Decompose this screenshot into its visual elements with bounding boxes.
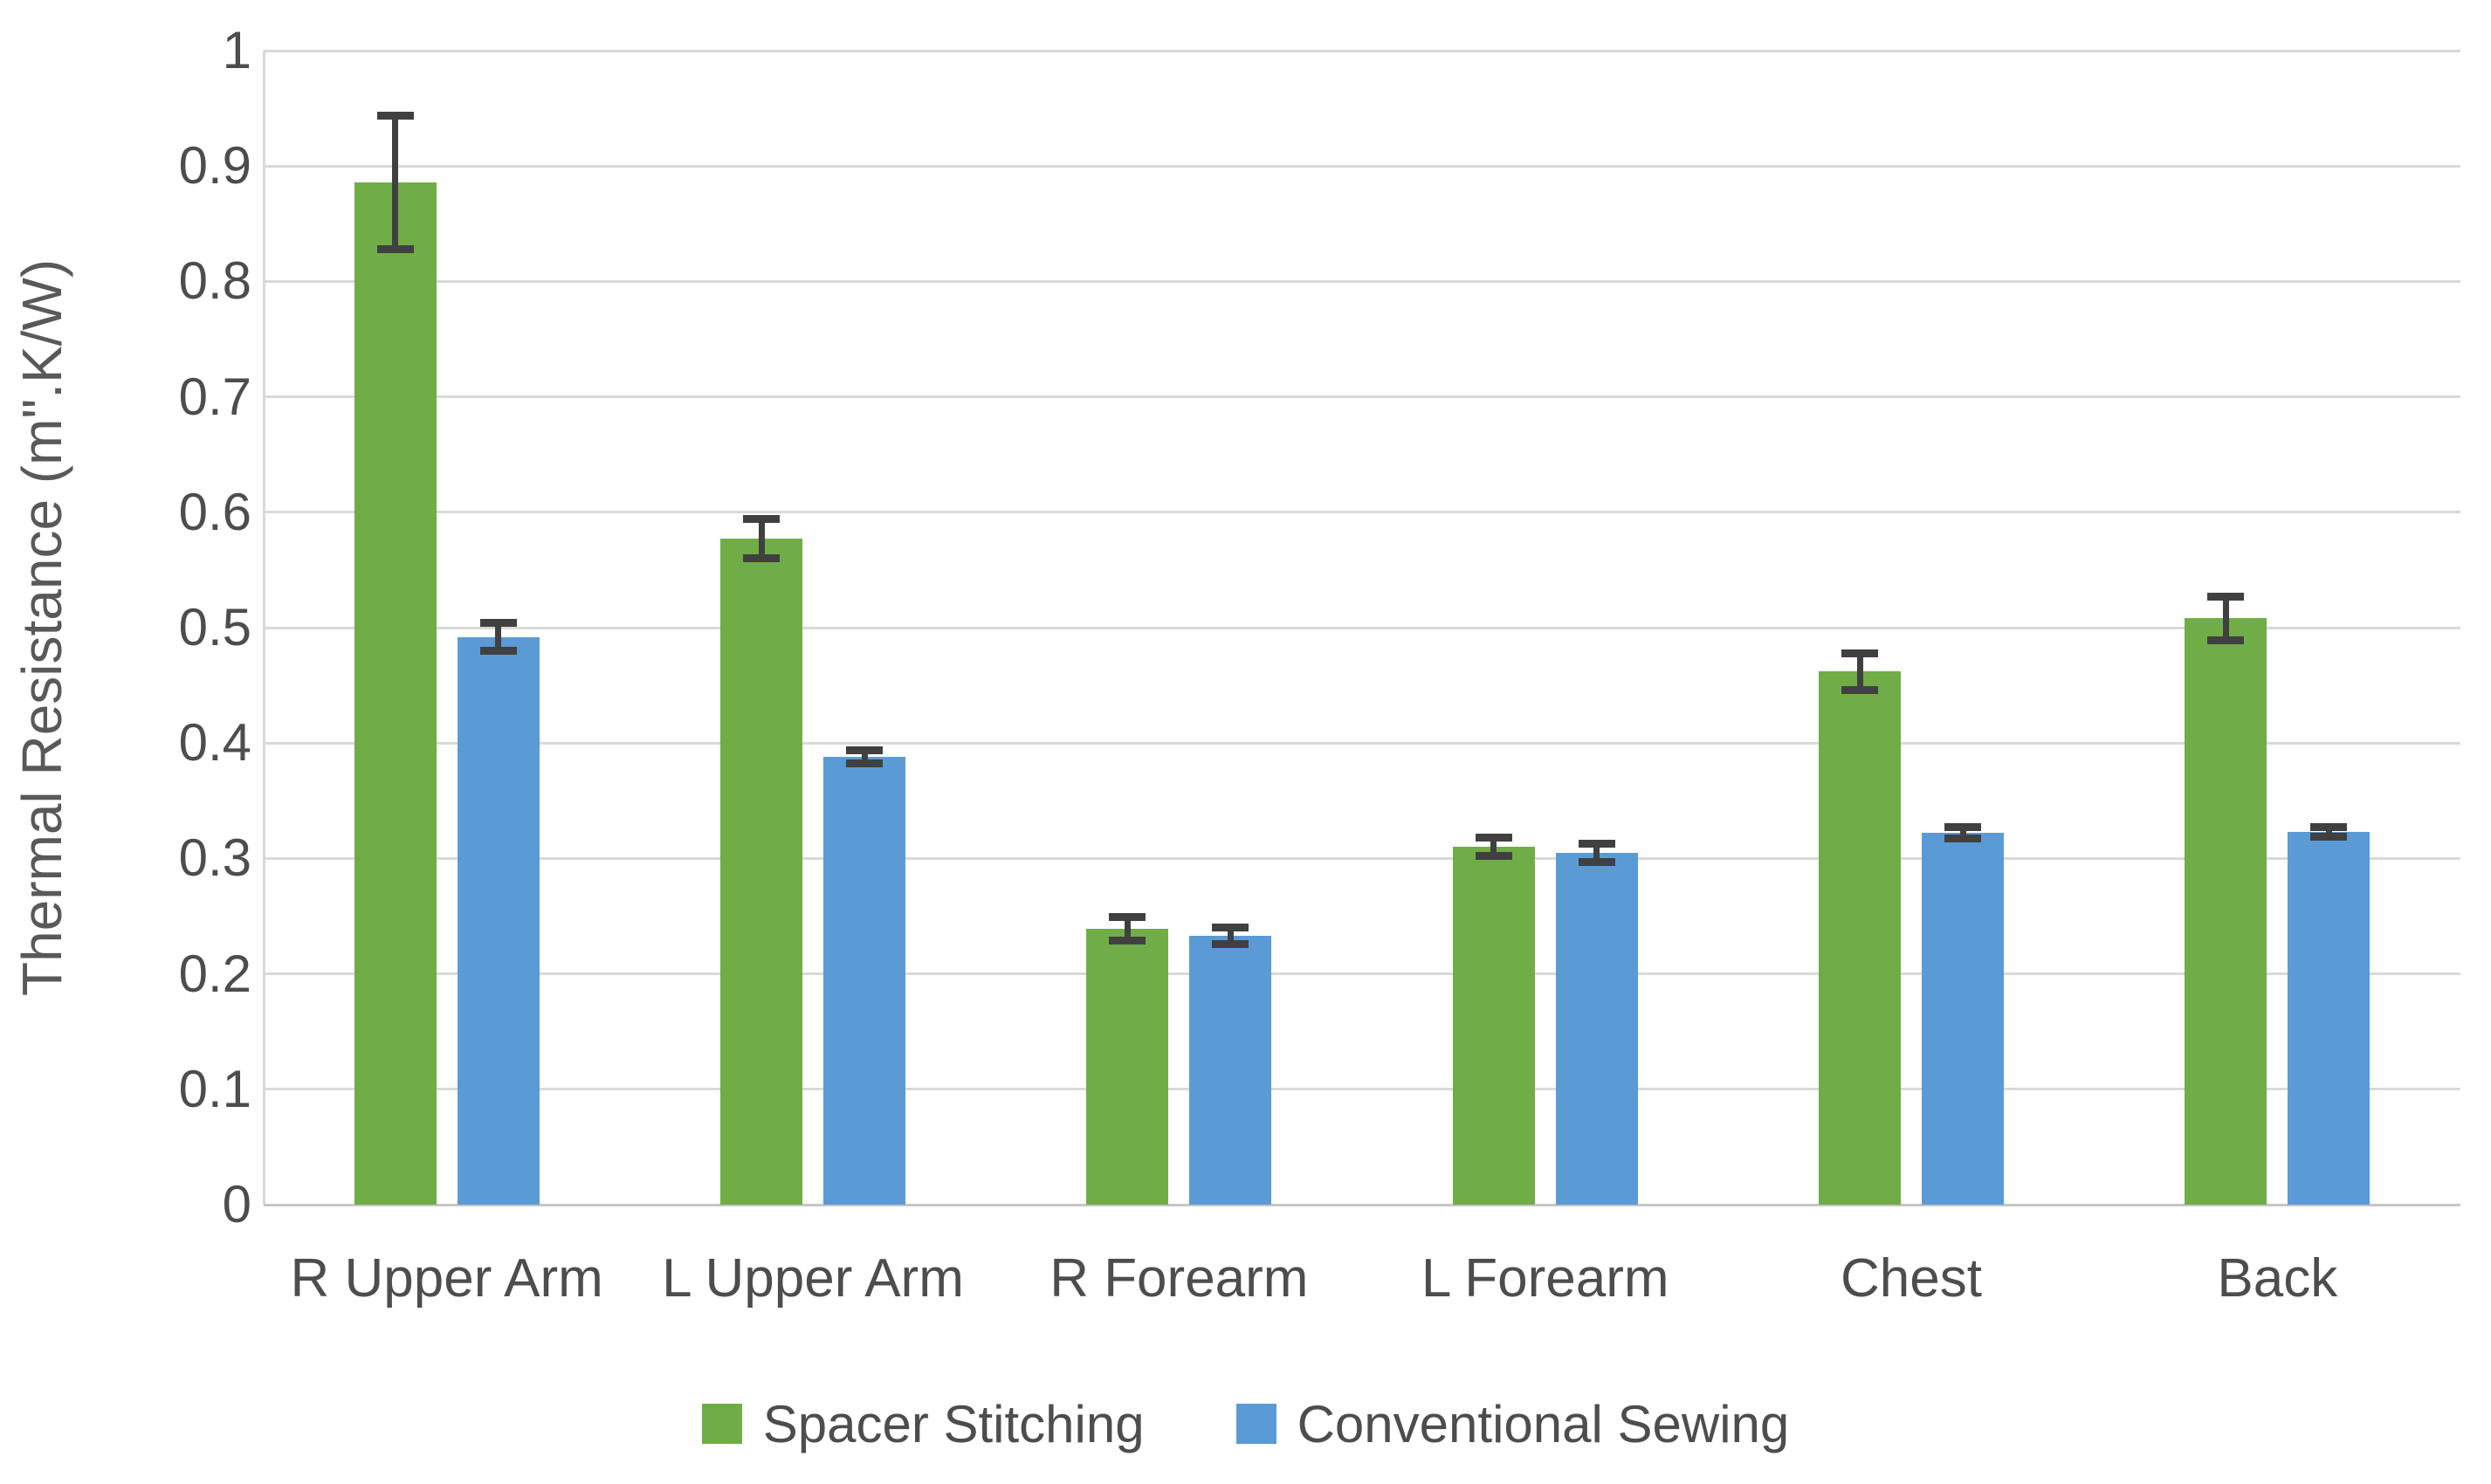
error-bar-line [495, 622, 502, 651]
bar-spacer-stitching [720, 539, 802, 1205]
bar-conventional-sewing [2288, 831, 2371, 1205]
bar-spacer-stitching [1819, 671, 1901, 1205]
error-bar-cap [1841, 685, 1878, 694]
error-bar-cap [1212, 939, 1249, 948]
y-tick-label: 0.1 [178, 1059, 251, 1118]
error-bar-line [1490, 837, 1497, 856]
bar-spacer-stitching [1452, 847, 1535, 1205]
y-axis-line [262, 51, 265, 1205]
bar-spacer-stitching [354, 182, 437, 1205]
error-bar-cap [1109, 913, 1146, 922]
bar-conventional-sewing [1189, 935, 1272, 1205]
gridline [264, 49, 2460, 52]
y-tick-label: 0.5 [178, 598, 251, 656]
error-bar-cap [1212, 924, 1249, 932]
x-axis-label: L Upper Arm [662, 1248, 964, 1309]
error-bar-cap [376, 244, 414, 253]
legend-swatch-conventional-sewing [1235, 1404, 1276, 1444]
gridline [264, 164, 2460, 168]
error-bar-line [1124, 917, 1131, 941]
error-bar-cap [1475, 852, 1512, 861]
error-bar-cap [1109, 936, 1146, 945]
bar-spacer-stitching [2185, 618, 2267, 1205]
error-bar-line [1227, 927, 1234, 945]
error-bar-line [758, 519, 765, 559]
bar-conventional-sewing [823, 757, 905, 1205]
error-bar-cap [1578, 857, 1615, 866]
legend-label: Spacer Stitching [762, 1394, 1145, 1453]
error-bar-cap [376, 111, 414, 120]
bar-conventional-sewing [1922, 833, 2004, 1205]
gridline [264, 395, 2460, 399]
error-bar-cap [2310, 823, 2348, 832]
x-axis-label: Back [2217, 1248, 2338, 1309]
error-bar-cap [1475, 834, 1512, 842]
x-axis-line [264, 1203, 2460, 1206]
y-tick-label: 0 [222, 1175, 251, 1233]
gridline [264, 856, 2460, 860]
error-bar-cap [2310, 832, 2348, 841]
error-bar-cap [479, 646, 517, 655]
gridline [264, 626, 2460, 629]
legend-swatch-spacer-stitching [701, 1404, 742, 1444]
y-tick-label: 0.7 [178, 367, 251, 426]
legend: Spacer Stitching Conventional Sewing [0, 1384, 2491, 1463]
y-tick-label: 0.3 [178, 828, 251, 888]
x-axis-label: R Upper Arm [290, 1248, 603, 1309]
bar-conventional-sewing [1555, 852, 1638, 1205]
error-bar-cap [1944, 835, 1981, 843]
gridline [264, 511, 2460, 514]
error-bar-cap [846, 759, 883, 768]
error-bar-line [392, 115, 399, 250]
error-bar-cap [479, 619, 517, 628]
error-bar-cap [1578, 839, 1615, 848]
error-bar-line [1593, 843, 1600, 862]
x-axis-label: L Forearm [1421, 1248, 1669, 1309]
y-tick-label: 1 [222, 21, 251, 79]
bar-spacer-stitching [1086, 929, 1169, 1205]
error-bar-cap [2207, 592, 2245, 601]
y-tick-label: 0.2 [178, 944, 251, 1003]
x-axis-label: Chest [1841, 1248, 1982, 1309]
gridline [264, 1088, 2460, 1091]
legend-item: Conventional Sewing [1235, 1394, 1790, 1454]
y-tick-label: 0.8 [178, 251, 251, 311]
error-bar-line [1856, 653, 1863, 690]
error-bar-cap [1944, 823, 1981, 832]
y-tick-label: 0.9 [178, 136, 251, 196]
error-bar-cap [743, 554, 780, 563]
error-bar-line [1959, 827, 1966, 839]
gridline [264, 972, 2460, 976]
y-tick-label: 0.6 [178, 482, 251, 541]
error-bar-line [861, 750, 868, 764]
x-axis-label: R Forearm [1049, 1248, 1309, 1309]
error-bar-cap [2207, 636, 2245, 645]
error-bar-cap [1841, 649, 1878, 657]
legend-item: Spacer Stitching [701, 1394, 1145, 1454]
gridline [264, 741, 2460, 745]
legend-label: Conventional Sewing [1297, 1394, 1790, 1453]
error-bar-cap [743, 515, 780, 524]
error-bar-line [2325, 827, 2332, 837]
y-tick-label: 0.4 [178, 713, 251, 773]
gridline [264, 279, 2460, 283]
error-bar-cap [846, 745, 883, 754]
bar-conventional-sewing [457, 636, 540, 1205]
error-bar-line [2222, 596, 2229, 641]
